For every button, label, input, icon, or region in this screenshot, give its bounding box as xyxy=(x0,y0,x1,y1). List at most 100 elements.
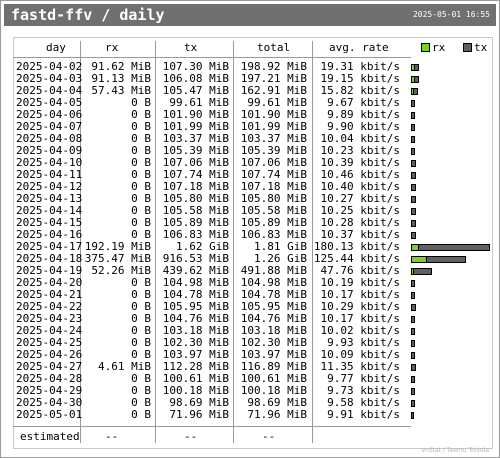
tx-bar xyxy=(411,412,414,419)
row-avg-rate: 47.76 kbit/s xyxy=(320,264,400,277)
row-tx: 102.30 MiB xyxy=(162,336,229,349)
row-tx: 98.69 MiB xyxy=(169,396,229,409)
row-total: 104.98 MiB xyxy=(240,276,307,289)
column-header-day: day xyxy=(46,41,66,54)
row-avg-rate: 10.29 kbit/s xyxy=(320,300,400,313)
row-rx: 52.26 MiB xyxy=(91,264,151,277)
row-tx: 103.97 MiB xyxy=(162,348,229,361)
row-avg-rate: 19.31 kbit/s xyxy=(320,60,400,73)
total-column: 198.92 MiB 197.21 MiB 162.91 MiB 99.61 MiB 1… xyxy=(234,61,307,421)
row-total: 104.78 MiB xyxy=(240,288,307,301)
column-header-total: total xyxy=(257,41,291,54)
tx-bar xyxy=(411,280,415,287)
row-rx: 0 B xyxy=(131,300,151,313)
row-rx: 0 B xyxy=(131,288,151,301)
row-rx: 0 B xyxy=(131,120,151,133)
row-rx: 0 B xyxy=(131,324,151,337)
rx-bar xyxy=(411,244,419,251)
row-rx: 0 B xyxy=(131,204,151,217)
row-rx: 0 B xyxy=(131,156,151,169)
tx-bar xyxy=(411,376,415,383)
row-avg-rate: 9.67 kbit/s xyxy=(327,96,400,109)
row-avg-rate: 10.04 kbit/s xyxy=(320,132,400,145)
row-total: 107.18 MiB xyxy=(240,180,307,193)
row-total: 105.58 MiB xyxy=(240,204,307,217)
row-tx: 105.95 MiB xyxy=(162,300,229,313)
row-total: 105.80 MiB xyxy=(240,192,307,205)
row-total: 107.74 MiB xyxy=(240,168,307,181)
row-total: 103.97 MiB xyxy=(240,348,307,361)
legend-tx-label: tx xyxy=(474,41,488,54)
row-day: 2025-04-30 xyxy=(16,396,83,409)
tx-bar xyxy=(411,136,415,143)
row-rx: 0 B xyxy=(131,180,151,193)
row-rx: 91.62 MiB xyxy=(91,60,151,73)
row-day: 2025-04-16 xyxy=(16,228,83,241)
tx-bar xyxy=(411,112,415,119)
row-avg-rate: 10.46 kbit/s xyxy=(320,168,400,181)
column-separator-3 xyxy=(233,41,234,443)
row-avg-rate: 180.13 kbit/s xyxy=(313,240,400,253)
row-avg-rate: 10.40 kbit/s xyxy=(320,180,400,193)
row-avg-rate: 10.02 kbit/s xyxy=(320,324,400,337)
row-total: 105.39 MiB xyxy=(240,144,307,157)
tx-bar xyxy=(411,400,415,407)
row-tx: 71.96 MiB xyxy=(169,408,229,421)
tx-bar xyxy=(411,148,415,155)
tx-bar xyxy=(411,208,416,215)
vnstat-credit: vnStat / Teemu Toivola xyxy=(421,447,489,454)
row-day: 2025-04-10 xyxy=(16,156,83,169)
row-tx: 1.62 GiB xyxy=(176,240,229,253)
row-total: 105.89 MiB xyxy=(240,216,307,229)
row-day: 2025-04-18 xyxy=(16,252,83,265)
row-avg-rate: 9.90 kbit/s xyxy=(327,120,400,133)
row-day: 2025-04-23 xyxy=(16,312,83,325)
tx-bar xyxy=(411,100,415,107)
tx-bar xyxy=(411,340,415,347)
row-day: 2025-04-25 xyxy=(16,336,83,349)
tx-bar xyxy=(411,328,415,335)
legend-tx-swatch xyxy=(463,43,472,52)
row-day: 2025-05-01 xyxy=(16,408,83,421)
row-tx: 104.78 MiB xyxy=(162,288,229,301)
legend-rx-swatch xyxy=(421,43,430,52)
tx-bar xyxy=(411,172,416,179)
row-day: 2025-04-20 xyxy=(16,276,83,289)
row-avg-rate: 10.28 kbit/s xyxy=(320,216,400,229)
row-day: 2025-04-19 xyxy=(16,264,83,277)
tx-bar xyxy=(411,304,416,311)
estimated-label: estimated xyxy=(20,430,80,443)
row-tx: 107.18 MiB xyxy=(162,180,229,193)
row-day: 2025-04-13 xyxy=(16,192,83,205)
row-day: 2025-04-09 xyxy=(16,144,83,157)
row-total: 1.26 GiB xyxy=(254,252,307,265)
rx-bar xyxy=(411,76,415,83)
estimated-total: -- xyxy=(262,430,276,443)
tx-bar xyxy=(411,220,416,227)
row-tx: 101.99 MiB xyxy=(162,120,229,133)
avg-rate-column: 19.31 kbit/s 19.15 kbit/s 15.82 kbit/s 9.67… xyxy=(313,61,400,421)
row-tx: 106.83 MiB xyxy=(162,228,229,241)
row-avg-rate: 9.91 kbit/s xyxy=(327,408,400,421)
row-tx: 104.98 MiB xyxy=(162,276,229,289)
row-total: 99.61 MiB xyxy=(247,96,307,109)
rx-bar xyxy=(411,64,415,71)
row-tx: 105.47 MiB xyxy=(162,84,229,97)
row-rx: 0 B xyxy=(131,276,151,289)
row-day: 2025-04-17 xyxy=(16,240,83,253)
interface-title: fastd-ffv / daily xyxy=(11,6,165,24)
row-avg-rate: 9.89 kbit/s xyxy=(327,108,400,121)
row-rx: 0 B xyxy=(131,96,151,109)
row-rx: 375.47 MiB xyxy=(84,252,151,265)
row-day: 2025-04-04 xyxy=(16,84,83,97)
row-tx: 105.39 MiB xyxy=(162,144,229,157)
row-tx: 105.89 MiB xyxy=(162,216,229,229)
row-day: 2025-04-14 xyxy=(16,204,83,217)
rx-bar xyxy=(411,256,427,263)
row-rx: 0 B xyxy=(131,372,151,385)
row-day: 2025-04-21 xyxy=(16,288,83,301)
row-avg-rate: 125.44 kbit/s xyxy=(313,252,400,265)
row-avg-rate: 10.39 kbit/s xyxy=(320,156,400,169)
tx-bar xyxy=(411,244,490,251)
